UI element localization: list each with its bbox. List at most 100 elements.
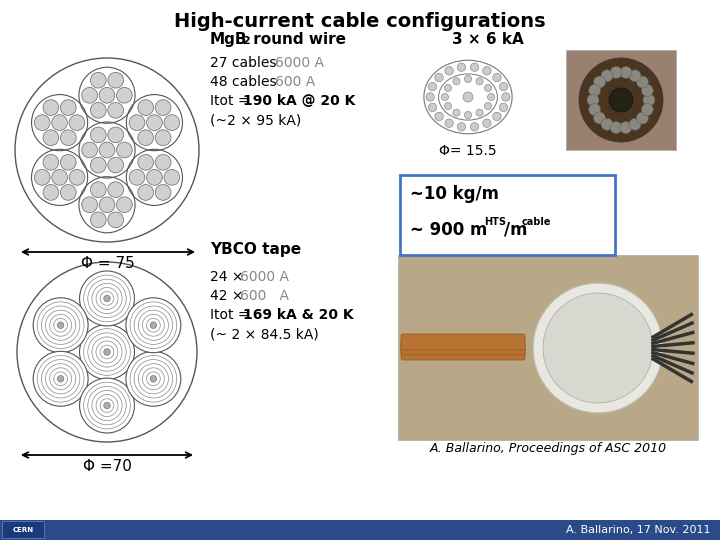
Circle shape xyxy=(457,63,466,71)
Circle shape xyxy=(482,119,491,127)
Text: 600   A: 600 A xyxy=(240,289,289,303)
Circle shape xyxy=(99,142,115,158)
Text: (~2 × 95 kA): (~2 × 95 kA) xyxy=(210,113,301,127)
Circle shape xyxy=(601,118,613,130)
Text: 42 ×: 42 × xyxy=(210,289,248,303)
Text: 6000 A: 6000 A xyxy=(240,270,289,284)
Circle shape xyxy=(500,83,508,91)
Text: 3 × 6 kA: 3 × 6 kA xyxy=(452,32,524,47)
Circle shape xyxy=(60,154,76,170)
Text: cable: cable xyxy=(522,217,552,227)
FancyBboxPatch shape xyxy=(401,344,525,360)
Circle shape xyxy=(441,93,449,100)
Circle shape xyxy=(426,93,434,101)
Circle shape xyxy=(485,103,492,110)
Bar xyxy=(0,520,720,540)
Circle shape xyxy=(60,185,76,200)
Circle shape xyxy=(79,325,135,380)
Text: YBCO tape: YBCO tape xyxy=(210,242,301,257)
Text: ~ 900 m: ~ 900 m xyxy=(410,221,487,239)
Circle shape xyxy=(108,182,124,198)
Circle shape xyxy=(620,122,632,133)
Circle shape xyxy=(33,352,88,406)
Circle shape xyxy=(117,142,132,158)
Circle shape xyxy=(156,154,171,170)
Circle shape xyxy=(636,76,649,88)
Circle shape xyxy=(138,154,153,170)
Text: ~10 kg/m: ~10 kg/m xyxy=(410,185,499,203)
Text: 169 kA & 20 K: 169 kA & 20 K xyxy=(243,308,354,322)
Text: Itot =: Itot = xyxy=(210,308,254,322)
Circle shape xyxy=(435,73,444,82)
Circle shape xyxy=(104,349,110,355)
Circle shape xyxy=(43,100,59,116)
Circle shape xyxy=(156,100,171,116)
Text: MgB: MgB xyxy=(210,32,248,47)
Circle shape xyxy=(43,130,59,146)
Text: Φ= 15.5: Φ= 15.5 xyxy=(439,144,497,158)
Circle shape xyxy=(108,127,124,143)
Circle shape xyxy=(445,66,454,75)
Circle shape xyxy=(91,103,106,118)
Circle shape xyxy=(69,170,85,185)
Circle shape xyxy=(91,127,106,143)
Text: 27 cables: 27 cables xyxy=(210,56,281,70)
Circle shape xyxy=(609,88,633,112)
Text: round wire: round wire xyxy=(248,32,346,47)
Circle shape xyxy=(150,322,157,328)
Circle shape xyxy=(91,72,106,88)
Circle shape xyxy=(589,104,600,116)
Circle shape xyxy=(147,170,162,185)
Circle shape xyxy=(500,103,508,112)
Text: 48 cables: 48 cables xyxy=(210,75,281,89)
Text: 600 A: 600 A xyxy=(275,75,315,89)
Circle shape xyxy=(164,115,180,131)
Circle shape xyxy=(587,94,599,106)
Text: 6000 A: 6000 A xyxy=(275,56,324,70)
Circle shape xyxy=(156,185,171,200)
Circle shape xyxy=(108,212,124,228)
Circle shape xyxy=(138,130,153,146)
Circle shape xyxy=(126,352,181,406)
Circle shape xyxy=(464,76,472,83)
Circle shape xyxy=(620,66,632,78)
Bar xyxy=(2,521,44,538)
Circle shape xyxy=(601,70,613,82)
FancyBboxPatch shape xyxy=(401,334,525,350)
Circle shape xyxy=(91,212,106,228)
Text: High-current cable configurations: High-current cable configurations xyxy=(174,12,546,31)
Circle shape xyxy=(69,115,85,131)
Circle shape xyxy=(579,58,663,142)
Circle shape xyxy=(492,73,501,82)
Text: 24 ×: 24 × xyxy=(210,270,248,284)
Circle shape xyxy=(610,122,622,133)
Circle shape xyxy=(58,375,64,382)
Circle shape xyxy=(593,112,606,124)
Circle shape xyxy=(492,112,501,120)
Circle shape xyxy=(108,72,124,88)
Text: A. Ballarino, Proceedings of ASC 2010: A. Ballarino, Proceedings of ASC 2010 xyxy=(429,442,667,455)
Circle shape xyxy=(156,130,171,146)
Circle shape xyxy=(126,298,181,353)
Circle shape xyxy=(428,83,436,91)
Circle shape xyxy=(643,94,655,106)
Circle shape xyxy=(147,115,162,131)
Circle shape xyxy=(444,103,451,110)
Text: Itot =: Itot = xyxy=(210,94,254,108)
Circle shape xyxy=(629,118,641,130)
Circle shape xyxy=(476,78,483,85)
Circle shape xyxy=(52,115,68,131)
Circle shape xyxy=(642,104,653,116)
Circle shape xyxy=(82,197,97,213)
Circle shape xyxy=(108,157,124,173)
Circle shape xyxy=(58,322,64,328)
Circle shape xyxy=(444,84,451,92)
Circle shape xyxy=(470,63,479,71)
Circle shape xyxy=(52,170,68,185)
Circle shape xyxy=(629,70,641,82)
Circle shape xyxy=(533,283,663,413)
Circle shape xyxy=(82,142,97,158)
Circle shape xyxy=(150,375,157,382)
Circle shape xyxy=(428,103,436,112)
Text: 190 kA @ 20 K: 190 kA @ 20 K xyxy=(243,94,356,108)
